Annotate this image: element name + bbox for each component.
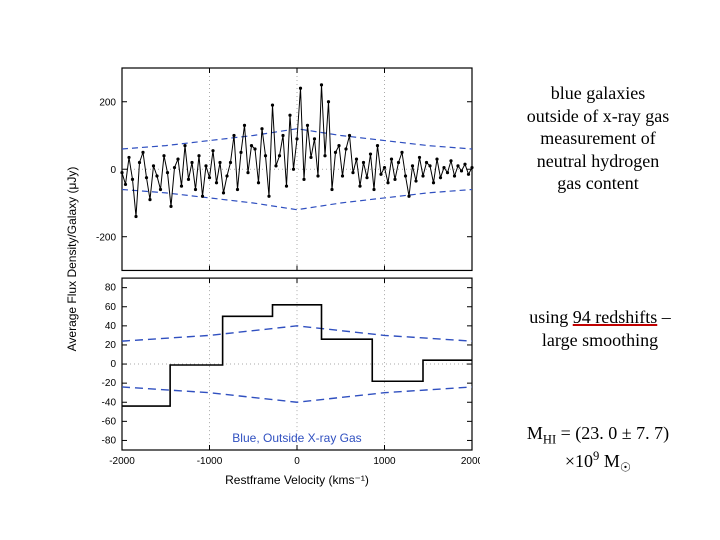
anno-line: measurement of bbox=[498, 127, 698, 150]
svg-text:-2000: -2000 bbox=[109, 456, 135, 467]
chart-svg: -2000200-80-60-40-20020406080-2000-10000… bbox=[60, 60, 480, 490]
anno-line: large smoothing bbox=[495, 329, 705, 352]
svg-text:20: 20 bbox=[105, 340, 117, 351]
anno-line: gas content bbox=[498, 172, 698, 195]
svg-text:0: 0 bbox=[110, 359, 116, 370]
svg-text:-40: -40 bbox=[102, 397, 117, 408]
spectrum-chart: -2000200-80-60-40-20020406080-2000-10000… bbox=[60, 60, 480, 490]
svg-text:-20: -20 bbox=[102, 378, 117, 389]
svg-text:0: 0 bbox=[110, 165, 116, 176]
svg-text:-80: -80 bbox=[102, 435, 117, 446]
mass-line1: MHI = (23. 0 ± 7. 7) bbox=[498, 422, 698, 448]
svg-text:60: 60 bbox=[105, 302, 117, 313]
sun-symbol: ☉ bbox=[620, 461, 631, 475]
mass-line2: ×109 M☉ bbox=[498, 448, 698, 476]
middle-annotation: using 94 redshifts – large smoothing bbox=[495, 306, 705, 351]
anno-line: outside of x-ray gas bbox=[498, 105, 698, 128]
text: M bbox=[527, 423, 543, 443]
svg-text:0: 0 bbox=[294, 456, 300, 467]
text: using bbox=[529, 307, 573, 327]
svg-text:-60: -60 bbox=[102, 416, 117, 427]
svg-text:1000: 1000 bbox=[373, 456, 396, 467]
svg-text:40: 40 bbox=[105, 321, 117, 332]
text: ×10 bbox=[565, 451, 593, 471]
anno-line: neutral hydrogen bbox=[498, 150, 698, 173]
anno-line: using 94 redshifts – bbox=[495, 306, 705, 329]
svg-text:Blue, Outside X-ray Gas: Blue, Outside X-ray Gas bbox=[232, 431, 361, 445]
svg-text:80: 80 bbox=[105, 283, 117, 294]
svg-text:-200: -200 bbox=[96, 233, 116, 244]
text: M bbox=[599, 451, 620, 471]
svg-text:-1000: -1000 bbox=[197, 456, 223, 467]
text: = (23. 0 ± 7. 7) bbox=[556, 423, 669, 443]
svg-text:200: 200 bbox=[99, 98, 116, 109]
svg-text:2000: 2000 bbox=[461, 456, 480, 467]
underlined-text: 94 redshifts bbox=[573, 307, 658, 327]
text: – bbox=[657, 307, 671, 327]
subscript: HI bbox=[543, 433, 556, 447]
anno-line: blue galaxies bbox=[498, 82, 698, 105]
top-annotation: blue galaxies outside of x-ray gas measu… bbox=[498, 82, 698, 195]
svg-text:Average Flux Density/Galaxy (μ: Average Flux Density/Galaxy (μJy) bbox=[65, 167, 79, 352]
bottom-annotation: MHI = (23. 0 ± 7. 7) ×109 M☉ bbox=[498, 422, 698, 476]
svg-text:Restframe Velocity (kms⁻¹): Restframe Velocity (kms⁻¹) bbox=[225, 473, 369, 487]
